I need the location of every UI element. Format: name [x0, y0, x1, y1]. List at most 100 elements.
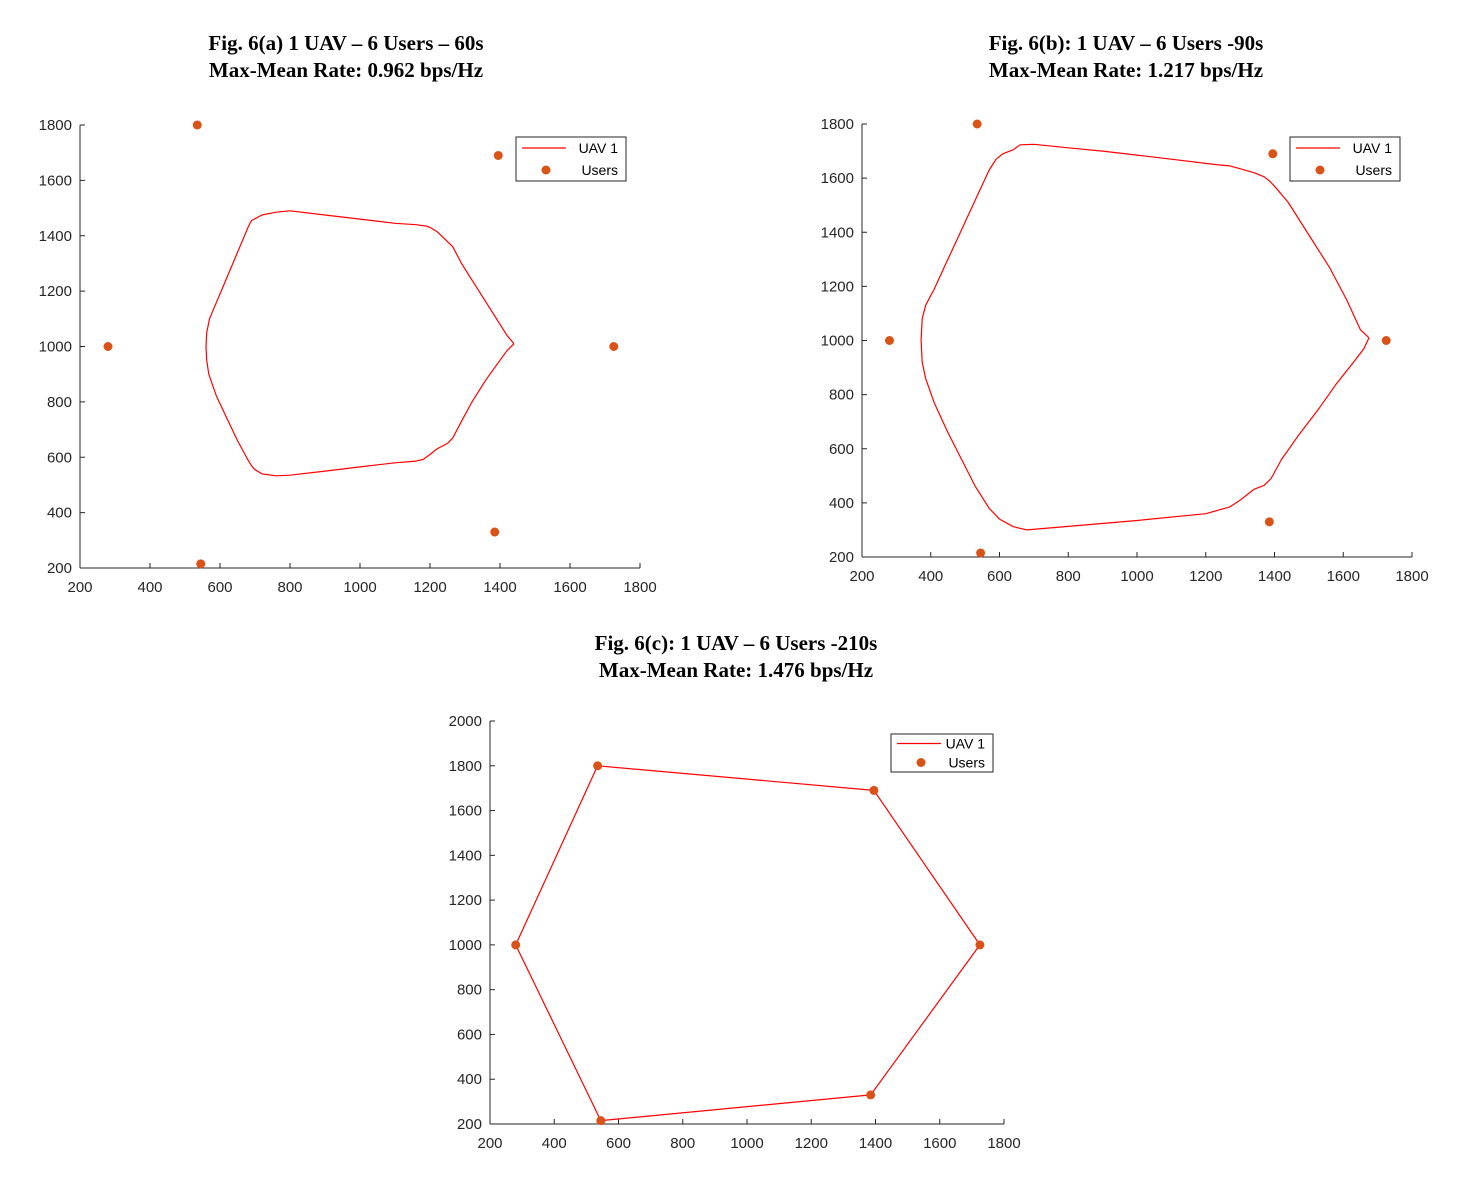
- legend-box: [1289, 136, 1401, 182]
- user-point: [490, 527, 500, 537]
- uav-path-line: [205, 210, 515, 477]
- x-tick-label: 400: [918, 568, 943, 585]
- legend-box: [890, 733, 994, 773]
- y-tick-label: 200: [829, 549, 854, 566]
- legend-label: Users: [948, 755, 985, 771]
- x-tick-label: 600: [606, 1135, 631, 1152]
- y-tick-label: 1800: [39, 117, 72, 134]
- x-tick-label: 1000: [730, 1135, 763, 1152]
- user-point: [1381, 336, 1391, 345]
- user-point: [192, 120, 202, 130]
- figure-c-chart: 200 400 600 800 1000 1200 1400 1600 1800 200 400 60…: [449, 713, 1021, 1152]
- figure-b-subtitle: Max-Mean Rate: 1.217 bps/Hz: [988, 58, 1264, 82]
- y-tick-label: 2000: [449, 713, 482, 730]
- uav-path-line: [920, 143, 1370, 531]
- user-point: [866, 1090, 876, 1100]
- figure-a-title-block: Fig. 6(a) 1 UAV – 6 Users – 60s Max-Mean…: [146, 30, 546, 84]
- y-tick-label: 1400: [821, 224, 854, 241]
- legend-label: UAV 1: [946, 736, 986, 752]
- y-tick-label: 600: [457, 1026, 482, 1043]
- x-tick-label: 1800: [623, 579, 656, 596]
- y-tick-label: 1600: [39, 172, 72, 189]
- y-tick-label: 1400: [39, 228, 72, 245]
- y-tick-label: 200: [457, 1116, 482, 1133]
- uav-path-line: [515, 765, 981, 1122]
- figure-b-title-block: Fig. 6(b): 1 UAV – 6 Users -90s Max-Mean…: [926, 30, 1326, 84]
- legend-point-swatch: [916, 758, 926, 767]
- x-tick-label: 800: [670, 1135, 695, 1152]
- user-point: [103, 342, 113, 351]
- y-tick-label: 1000: [821, 333, 854, 350]
- x-tick-label: 1600: [1327, 568, 1360, 585]
- x-tick-label: 1400: [483, 579, 516, 596]
- figure-a-title: Fig. 6(a) 1 UAV – 6 Users – 60s: [208, 31, 484, 55]
- x-tick-label: 1600: [923, 1135, 956, 1152]
- y-tick-label: 600: [47, 449, 72, 466]
- y-tick-label: 1200: [821, 278, 854, 295]
- y-tick-label: 800: [457, 982, 482, 999]
- x-tick-label: 1400: [1258, 568, 1291, 585]
- legend-point-swatch: [541, 165, 551, 175]
- y-tick-label: 1400: [449, 847, 482, 864]
- x-tick-label: 1400: [859, 1135, 892, 1152]
- y-tick-label: 400: [829, 495, 854, 512]
- user-point: [885, 336, 894, 345]
- user-point: [869, 785, 879, 795]
- x-tick-label: 1800: [987, 1135, 1020, 1152]
- x-tick-label: 1200: [1189, 568, 1222, 585]
- x-tick-label: 200: [67, 579, 92, 596]
- x-tick-label: 400: [137, 579, 162, 596]
- y-tick-label: 1000: [39, 339, 72, 356]
- y-tick-label: 1000: [449, 937, 482, 954]
- x-tick-label: 1200: [795, 1135, 828, 1152]
- legend-label: Users: [1355, 162, 1392, 178]
- user-point: [975, 940, 985, 950]
- x-tick-label: 1000: [1120, 568, 1153, 585]
- y-tick-label: 400: [47, 505, 72, 522]
- x-tick-label: 1600: [553, 579, 586, 596]
- user-point: [511, 940, 521, 950]
- y-tick-label: 600: [829, 441, 854, 458]
- figure-a-subtitle: Max-Mean Rate: 0.962 bps/Hz: [208, 58, 484, 82]
- y-tick-label: 1800: [821, 116, 854, 133]
- user-point: [593, 761, 603, 771]
- y-tick-label: 800: [47, 394, 72, 411]
- y-tick-label: 1200: [39, 283, 72, 300]
- x-tick-label: 1800: [1395, 568, 1428, 585]
- user-point: [972, 119, 982, 129]
- user-point: [1264, 517, 1274, 527]
- figure-b-title: Fig. 6(b): 1 UAV – 6 Users -90s: [988, 31, 1264, 55]
- x-tick-label: 1200: [413, 579, 446, 596]
- user-point: [976, 548, 986, 558]
- x-tick-label: 600: [987, 568, 1012, 585]
- user-point: [596, 1116, 606, 1126]
- x-tick-label: 800: [277, 579, 302, 596]
- legend-box: [515, 136, 627, 182]
- x-tick-label: 1000: [343, 579, 376, 596]
- x-tick-label: 200: [849, 568, 874, 585]
- legend: UAV 1 Users: [890, 733, 994, 773]
- y-tick-label: 800: [829, 387, 854, 404]
- legend: UAV 1 Users: [1289, 136, 1401, 182]
- x-tick-label: 800: [1056, 568, 1081, 585]
- legend-label: Users: [581, 162, 618, 178]
- user-point: [609, 342, 619, 351]
- legend: UAV 1 Users: [515, 136, 627, 182]
- legend-point-swatch: [1315, 165, 1325, 175]
- y-tick-label: 400: [457, 1071, 482, 1088]
- figure-c-subtitle: Max-Mean Rate: 1.476 bps/Hz: [598, 658, 874, 682]
- figure-b-chart: 200 400 600 800 1000 1200 1400 1600 1800 200 400 60…: [821, 116, 1429, 585]
- user-point: [493, 150, 503, 160]
- figure-a-chart: 200 400 600 800 1000 1200 1400 1600 1800 200 400 60…: [39, 117, 657, 596]
- y-tick-label: 1600: [821, 170, 854, 187]
- legend-label: UAV 1: [579, 140, 619, 156]
- user-point: [196, 559, 206, 569]
- user-point: [1268, 149, 1278, 159]
- y-tick-label: 200: [47, 560, 72, 577]
- y-tick-label: 1600: [449, 803, 482, 820]
- x-tick-label: 400: [542, 1135, 567, 1152]
- y-tick-label: 1200: [449, 892, 482, 909]
- legend-label: UAV 1: [1353, 140, 1393, 156]
- x-tick-label: 600: [207, 579, 232, 596]
- x-tick-label: 200: [477, 1135, 502, 1152]
